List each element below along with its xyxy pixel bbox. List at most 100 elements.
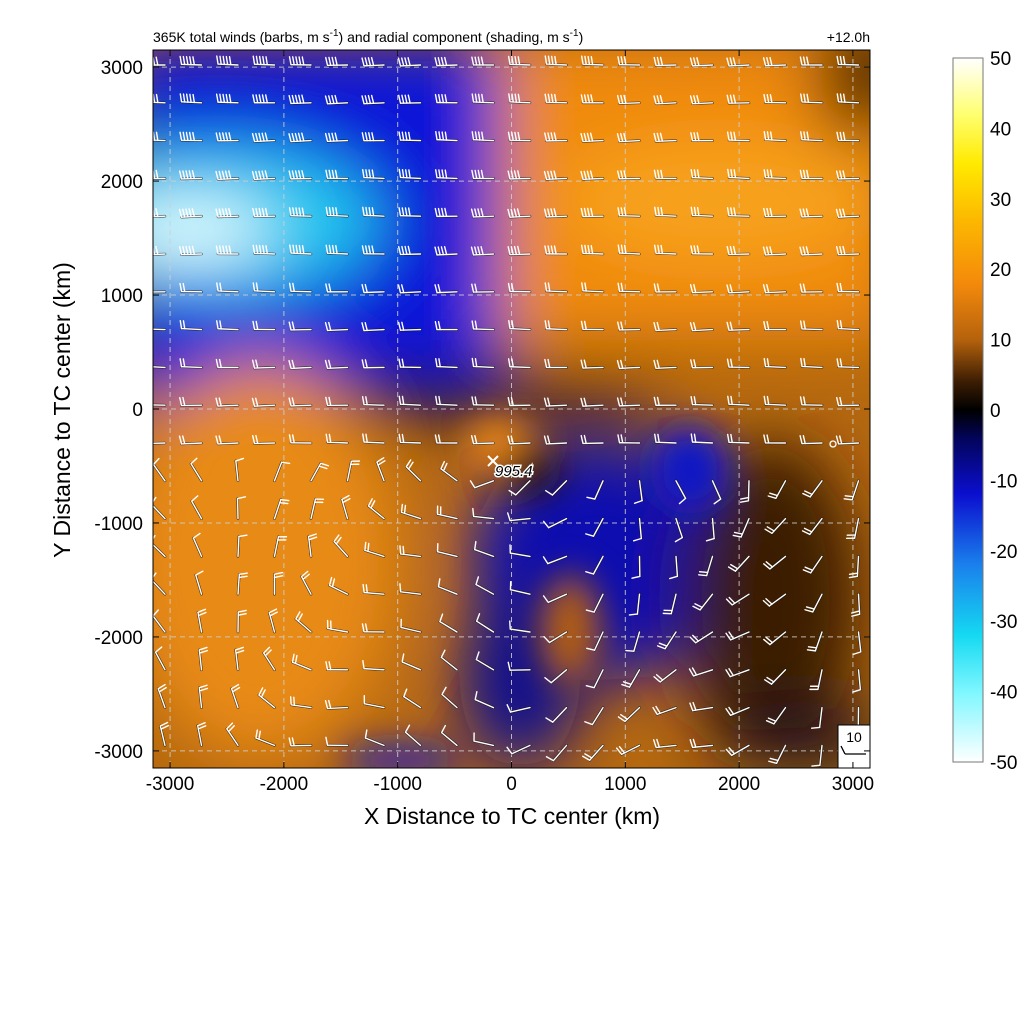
wind-barb	[362, 583, 386, 596]
wind-barb	[653, 95, 678, 106]
wind-barb	[851, 592, 861, 617]
wind-barb	[153, 403, 167, 407]
x-tick-label: 0	[506, 774, 517, 795]
wind-barb	[251, 359, 276, 370]
south-west-orange	[153, 360, 400, 760]
wind-barb	[178, 245, 203, 256]
wind-barb	[362, 206, 386, 218]
wind-barb	[196, 608, 207, 634]
wind-barb	[631, 555, 642, 579]
wind-barb	[848, 555, 860, 579]
wind-barb	[727, 168, 751, 180]
wind-barb	[725, 706, 751, 717]
wind-barb	[361, 94, 386, 105]
colorbar-tick-label: 50	[990, 49, 1011, 70]
wind-barb	[799, 56, 824, 67]
wind-barb	[439, 460, 459, 483]
wind-barb	[324, 359, 349, 370]
wind-barb	[398, 168, 422, 180]
x-tick-label: -3000	[146, 774, 195, 795]
wind-barb	[435, 395, 459, 407]
wind-barb	[725, 668, 751, 678]
wind-barb	[545, 744, 568, 762]
x-tick-label: 1000	[604, 774, 646, 795]
wind-barb	[690, 245, 714, 256]
wind-barb	[615, 744, 641, 756]
wind-barb	[543, 630, 568, 644]
wind-barb	[234, 646, 245, 672]
wind-barb	[367, 498, 386, 520]
wind-barb	[690, 433, 714, 445]
wind-barb	[153, 365, 167, 369]
wind-barb	[507, 435, 532, 446]
wind-barb	[763, 395, 787, 407]
wind-barb	[340, 494, 351, 520]
wind-barb	[361, 396, 386, 407]
wind-barb	[799, 320, 824, 331]
wind-barb	[580, 434, 605, 445]
wind-barb	[506, 704, 532, 714]
wind-barb	[361, 56, 386, 68]
wind-barb	[252, 320, 276, 331]
wind-barb	[625, 630, 641, 653]
wind-barb	[580, 359, 605, 370]
wind-barb	[800, 357, 824, 369]
wind-barb	[799, 283, 824, 294]
wind-barb	[586, 479, 605, 501]
wind-barb	[153, 131, 167, 142]
wind-barb	[178, 435, 203, 446]
wind-barb	[543, 435, 568, 446]
wind-barb	[473, 691, 495, 709]
wind-barb	[580, 207, 605, 218]
wind-barb	[328, 576, 349, 596]
wind-barb	[580, 132, 605, 143]
wind-barb	[179, 282, 203, 294]
wind-barb	[762, 246, 787, 257]
blue-patch	[650, 425, 730, 515]
wind-barb	[802, 555, 824, 575]
wind-barb	[473, 540, 495, 558]
wind-barb	[507, 131, 532, 142]
wind-barb	[470, 208, 495, 219]
wind-barb	[763, 93, 787, 105]
y-tick-label: -3000	[94, 742, 143, 763]
wind-barb	[582, 744, 605, 762]
wind-barb	[617, 170, 641, 181]
x-tick-label: 3000	[832, 774, 874, 795]
wind-barb	[324, 94, 349, 106]
x-axis-title: X Distance to TC center (km)	[364, 803, 660, 829]
colorbar-tick-label: 30	[990, 190, 1011, 211]
wind-barb	[189, 457, 203, 483]
wind-barb	[669, 555, 679, 580]
wind-barb	[509, 581, 532, 596]
wind-barb	[434, 246, 459, 257]
wind-barb	[190, 495, 203, 520]
tc-center-marker: 995.4	[487, 455, 534, 482]
wind-barb	[471, 396, 495, 407]
wind-barb	[544, 93, 568, 105]
wind-barb	[811, 744, 824, 767]
wind-barb	[438, 613, 459, 634]
wind-barb	[544, 668, 568, 684]
wind-barb	[852, 668, 862, 693]
wind-barb	[363, 541, 386, 558]
wind-barb	[507, 396, 532, 407]
wind-barb	[726, 207, 751, 218]
wind-barb	[309, 497, 325, 520]
wind-barb	[273, 460, 291, 483]
wind-barb	[268, 608, 279, 634]
x-axis: -3000 -2000 -1000 0 1000 2000 3000	[146, 50, 874, 795]
wind-barb	[621, 668, 641, 689]
wind-barb	[726, 433, 751, 445]
wind-barb	[435, 131, 459, 142]
wind-barb	[507, 208, 532, 219]
wind-barb	[799, 246, 824, 257]
wind-barb	[300, 570, 313, 596]
chart-title: 365K total winds (barbs, m s-1) and radi…	[153, 28, 583, 45]
wind-barb	[617, 56, 641, 67]
colorbar-tick-label: -30	[990, 612, 1017, 633]
colorbar: 50 40 30 20 10 0 -10 -20 -30 -40 -50	[952, 49, 1017, 774]
wind-barb	[434, 93, 459, 105]
wind-barb	[325, 661, 349, 672]
